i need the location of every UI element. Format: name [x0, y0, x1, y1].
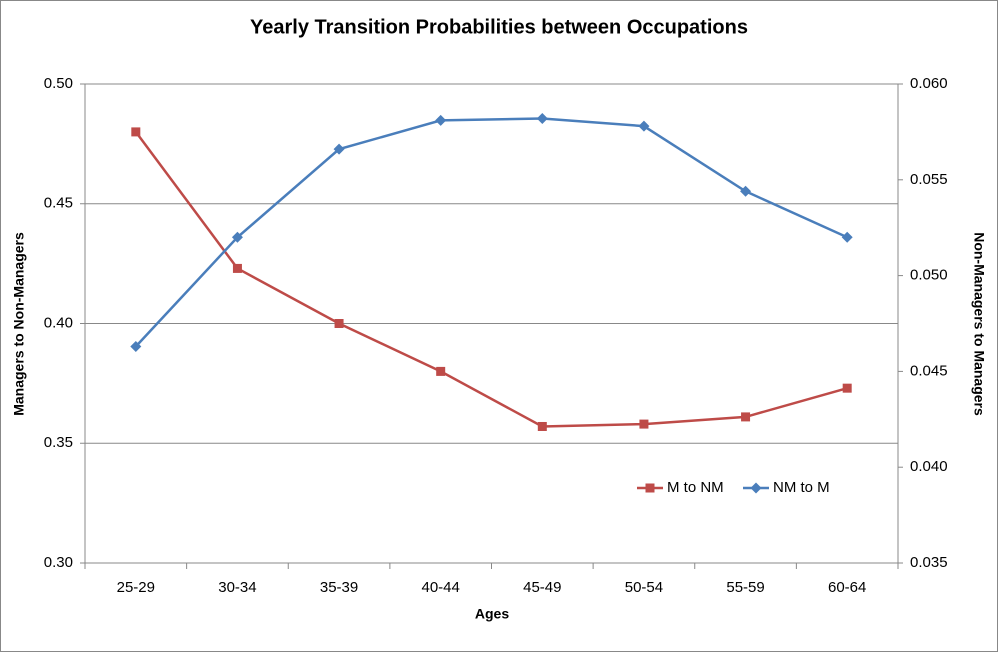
y-tick-label: 0.40	[44, 314, 73, 331]
x-tick-label: 55-59	[726, 579, 764, 596]
data-point	[232, 263, 242, 273]
x-tick-label: 45-49	[523, 579, 561, 596]
x-tick-label: 25-29	[117, 579, 155, 596]
series-line	[134, 117, 848, 348]
data-point	[741, 412, 751, 422]
x-tick-label: 60-64	[828, 579, 866, 596]
data-point	[740, 185, 752, 197]
y2-tick-label: 0.045	[910, 362, 948, 379]
x-tick-label: 40-44	[422, 579, 460, 596]
legend-marker	[750, 482, 762, 494]
data-point	[130, 340, 142, 352]
y-tick-label: 0.30	[44, 554, 73, 571]
data-point	[131, 127, 141, 137]
data-point	[841, 231, 853, 243]
y2-tick-label: 0.050	[910, 267, 948, 284]
data-point	[334, 319, 344, 328]
legend-marker	[645, 483, 655, 493]
data-point	[537, 421, 547, 431]
data-point	[638, 120, 650, 132]
y2-tick-label: 0.040	[910, 458, 948, 475]
data-point	[536, 112, 548, 124]
data-point	[842, 383, 852, 393]
data-point	[333, 143, 345, 155]
y-axis-title: Managers to Non-Managers	[11, 232, 27, 416]
x-tick-label: 30-34	[218, 579, 256, 596]
y2-tick-label: 0.055	[910, 171, 948, 188]
chart-title: Yearly Transition Probabilities between …	[250, 16, 748, 38]
y2-tick-label: 0.060	[910, 75, 948, 92]
data-point	[231, 231, 243, 243]
data-point	[639, 419, 649, 429]
y-tick-label: 0.35	[44, 434, 73, 451]
data-point	[436, 366, 446, 376]
y-tick-label: 0.50	[44, 75, 73, 92]
series-line	[134, 131, 848, 428]
y-tick-label: 0.45	[44, 195, 73, 212]
x-tick-label: 50-54	[625, 579, 663, 596]
x-axis-title: Ages	[475, 606, 509, 622]
legend-label: NM to M	[773, 479, 830, 496]
y2-axis-title: Non-Managers to Managers	[971, 232, 987, 416]
legend-label: M to NM	[667, 479, 724, 496]
data-point	[435, 114, 447, 126]
y2-tick-label: 0.035	[910, 554, 948, 571]
x-tick-label: 35-39	[320, 579, 358, 596]
